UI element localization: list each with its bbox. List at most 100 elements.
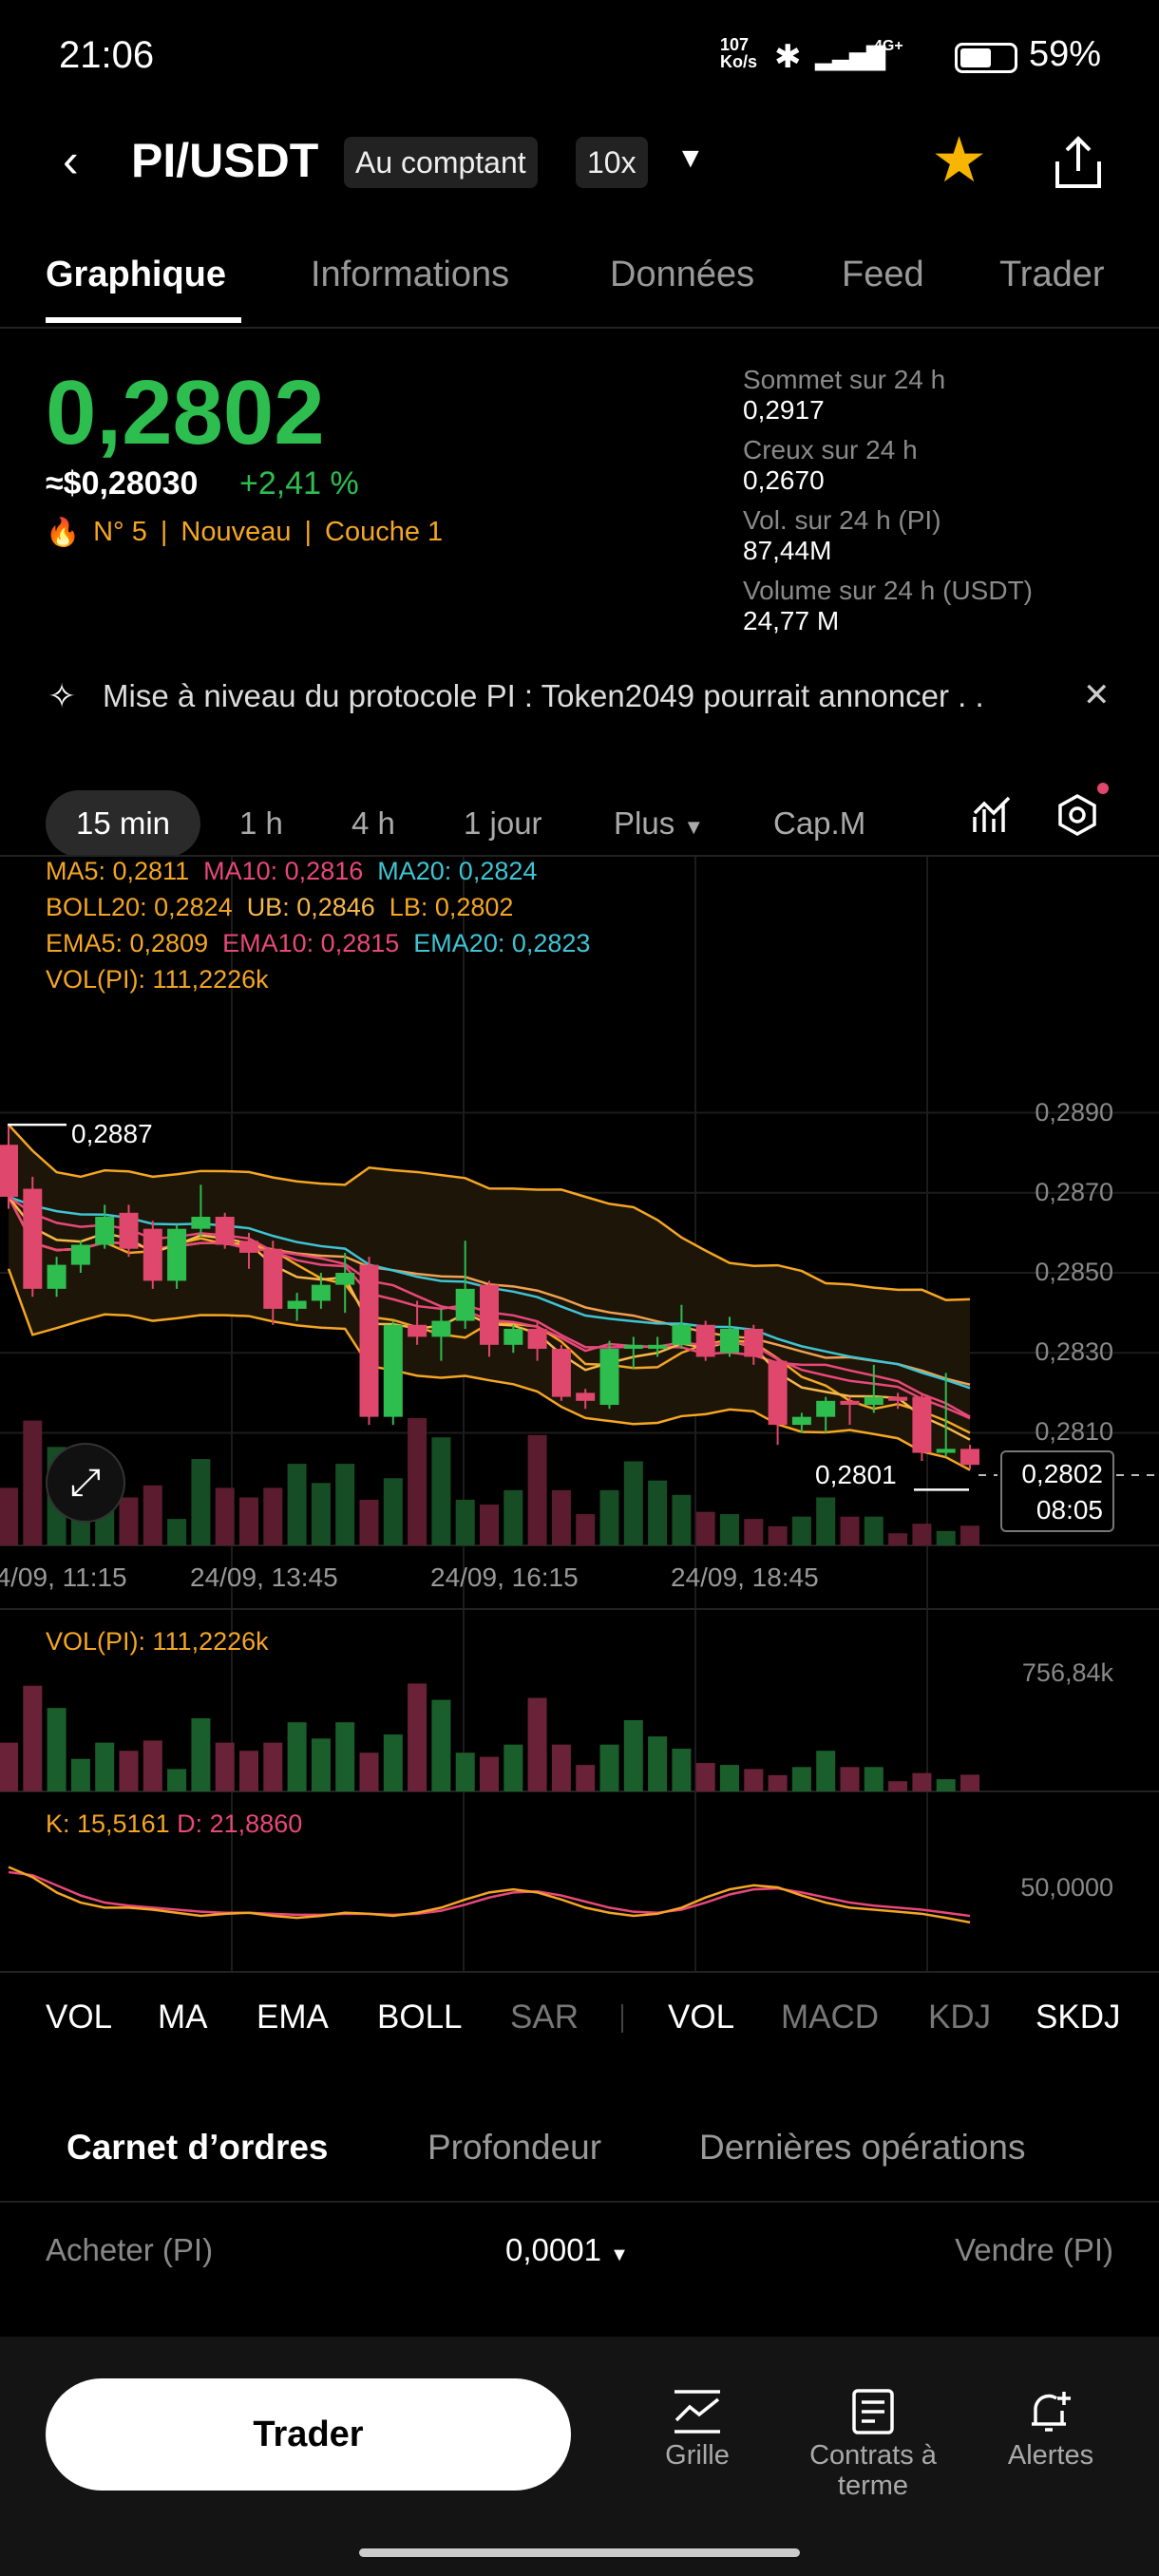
- back-icon[interactable]: ‹: [63, 134, 79, 187]
- y-tick: 0,2830: [1035, 1337, 1113, 1366]
- indicator-chart-icon[interactable]: [971, 794, 1013, 836]
- candle-body: [0, 1145, 18, 1197]
- tab-feed[interactable]: Feed: [842, 255, 924, 294]
- volume-bar: [648, 1736, 668, 1791]
- candle-body: [648, 1344, 668, 1350]
- favorite-star-icon[interactable]: ★: [931, 124, 988, 195]
- volume-bar: [311, 1738, 331, 1791]
- vol-axis-label: 756,84k: [1021, 1658, 1113, 1687]
- candle-body: [840, 1400, 860, 1406]
- tab-donnees[interactable]: Données: [610, 255, 755, 294]
- candle-body: [576, 1392, 596, 1401]
- rank-tag[interactable]: N° 5: [93, 517, 147, 547]
- d-value: D: 21,8860: [177, 1809, 303, 1838]
- stat-label: Creux sur 24 h: [743, 435, 918, 464]
- volume-bar-overlay: [744, 1519, 764, 1545]
- volume-bar: [383, 1734, 403, 1791]
- kdj-label: K: 15,5161 D: 21,8860: [46, 1809, 302, 1839]
- interval-15min[interactable]: 15 min: [46, 790, 200, 857]
- stat-label: Volume sur 24 h (USDT): [743, 576, 1033, 605]
- volume-bar: [191, 1717, 211, 1791]
- interval-more[interactable]: Plus ▼: [614, 790, 704, 861]
- volume-bar: [119, 1751, 139, 1791]
- share-icon[interactable]: [1050, 133, 1107, 192]
- volume-bar-overlay: [455, 1499, 475, 1545]
- x-tick: 24/09, 13:45: [190, 1563, 338, 1592]
- interval-1d[interactable]: 1 jour: [464, 805, 542, 841]
- interval-capm[interactable]: Cap.M: [773, 805, 866, 841]
- candle-body: [912, 1396, 932, 1453]
- volume-bar: [791, 1767, 811, 1791]
- tab-graphique[interactable]: Graphique: [46, 255, 227, 294]
- tab-trader[interactable]: Trader: [999, 255, 1105, 294]
- candle-body: [695, 1324, 715, 1357]
- volume-bar-overlay: [960, 1525, 979, 1545]
- candle-body: [816, 1400, 836, 1417]
- volume-bar: [551, 1744, 571, 1791]
- alerts-button[interactable]: Alertes: [956, 2388, 1146, 2472]
- volume-bar: [239, 1751, 258, 1791]
- volume-bar: [480, 1756, 499, 1791]
- candle-body: [480, 1284, 499, 1345]
- price-step-select[interactable]: 0,0001 ▼: [505, 2232, 629, 2268]
- indicator-macd[interactable]: MACD: [781, 1998, 880, 2036]
- k-value: K: 15,5161: [46, 1809, 170, 1838]
- volume-bar: [47, 1708, 66, 1791]
- volume-bar: [359, 1752, 379, 1791]
- indicator-sar[interactable]: SAR: [510, 1998, 579, 2036]
- volume-bar-overlay: [623, 1461, 643, 1545]
- y-tick: 0,2890: [1035, 1098, 1113, 1127]
- grid-button[interactable]: Grille: [602, 2388, 792, 2472]
- indicator-ema[interactable]: EMA: [256, 1998, 329, 2036]
- pair-title[interactable]: PI/USDT: [131, 134, 319, 187]
- pair-dropdown-icon[interactable]: ▼: [676, 142, 705, 174]
- volume-bar-overlay: [695, 1511, 715, 1545]
- kdj-k-line: [8, 1866, 971, 1924]
- ema10-value: EMA10: 0,2815: [222, 929, 400, 957]
- volume-bar-overlay: [480, 1504, 499, 1545]
- volume-bar-overlay: [936, 1530, 956, 1545]
- trade-button[interactable]: Trader: [46, 2378, 571, 2491]
- buy-column-header: Acheter (PI): [46, 2232, 214, 2267]
- volume-bar-overlay: [816, 1497, 836, 1545]
- tab-trades[interactable]: Dernières opérations: [699, 2128, 1026, 2167]
- x-tick: 24/09, 11:15: [0, 1563, 127, 1592]
- candle-countdown: 08:05: [1036, 1495, 1103, 1525]
- tab-informations[interactable]: Informations: [311, 255, 510, 294]
- interval-4h[interactable]: 4 h: [352, 805, 395, 841]
- volume-bar: [960, 1774, 979, 1791]
- news-banner[interactable]: Mise à niveau du protocole PI : Token204…: [103, 678, 984, 713]
- volume-bar: [768, 1774, 788, 1791]
- y-tick: 0,2810: [1035, 1417, 1113, 1446]
- tab-depth[interactable]: Profondeur: [428, 2128, 602, 2167]
- candle-body: [888, 1396, 908, 1401]
- indicator-ma[interactable]: MA: [158, 1998, 208, 2036]
- interval-1h[interactable]: 1 h: [239, 805, 283, 841]
- expand-icon[interactable]: ⤢: [46, 1443, 125, 1523]
- candle-body: [70, 1244, 90, 1265]
- candle-body: [142, 1228, 162, 1281]
- layer-tag[interactable]: Couche 1: [325, 517, 444, 547]
- volume-bar: [599, 1744, 619, 1791]
- volume-bar-overlay: [167, 1519, 187, 1545]
- volume-bar-overlay: [840, 1516, 860, 1545]
- price-chart[interactable]: [0, 0, 1159, 1985]
- volume-bar-overlay: [408, 1418, 428, 1545]
- indicator-vol[interactable]: VOL: [46, 1998, 113, 2036]
- volume-bar: [215, 1742, 235, 1791]
- close-icon[interactable]: ✕: [1083, 677, 1111, 713]
- tab-orderbook[interactable]: Carnet d’ordres: [66, 2128, 329, 2167]
- new-tag[interactable]: Nouveau: [180, 517, 292, 547]
- contract-icon: [852, 2389, 894, 2434]
- step-value: 0,0001: [505, 2232, 601, 2267]
- indicator-sub-vol[interactable]: VOL: [668, 1998, 735, 2036]
- indicator-kdj[interactable]: KDJ: [928, 1998, 992, 2036]
- stat-value: 0,2670: [743, 465, 825, 495]
- settings-icon[interactable]: [1054, 792, 1100, 838]
- futures-button[interactable]: Contrats à terme: [778, 2388, 968, 2501]
- volume-bar: [455, 1752, 475, 1791]
- volume-bar-overlay: [239, 1497, 258, 1545]
- indicator-skdj[interactable]: SKDJ: [1036, 1998, 1121, 2036]
- indicator-boll[interactable]: BOLL: [377, 1998, 463, 2036]
- candle-body: [431, 1320, 451, 1337]
